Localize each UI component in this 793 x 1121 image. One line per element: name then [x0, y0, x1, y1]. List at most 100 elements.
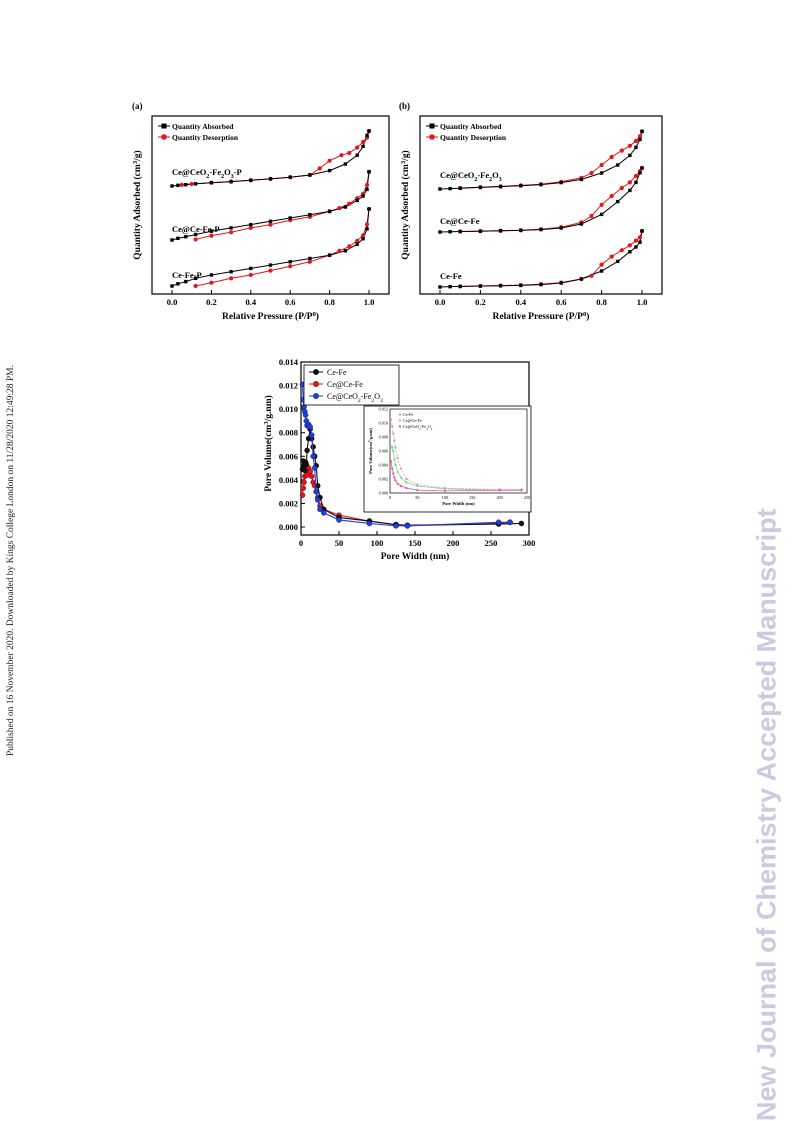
inset-point — [520, 489, 523, 492]
pore-ytick-label: 0.004 — [279, 475, 299, 485]
panel-b-xtick-label: 0.0 — [435, 297, 446, 307]
panel-a-absorbed-point — [229, 179, 233, 184]
pore-point — [507, 519, 513, 526]
inset-point — [393, 476, 396, 479]
panel-a-absorbed-point — [170, 238, 174, 242]
pore-width-chart: 0 50 100 150 200 250 300 0.000 0.002 0.004 0.006 0.… — [263, 357, 536, 562]
inset-point — [392, 472, 395, 475]
inset-point — [393, 439, 396, 442]
pore-xtick-label: 300 — [523, 538, 536, 548]
panel-b-desorption-point — [633, 138, 639, 144]
pore-xtick-label: 50 — [335, 538, 344, 548]
panel-b-desorption-point — [637, 235, 643, 240]
panel-b-desorption-point — [619, 148, 624, 153]
panel-a-desorption-point — [189, 181, 194, 187]
panel-a-absorbed-point — [327, 209, 332, 214]
inset-xtick-label: 100 — [442, 495, 448, 500]
inset-point — [394, 479, 397, 482]
panel-a-absorbed-line-1 — [171, 171, 370, 241]
panel-a-legend: Quantity Absorbed Quantity Desorption — [158, 122, 239, 142]
panel-b-desorption-point — [599, 262, 604, 267]
panel-b-curve-label-1: Ce@Ce-Fe — [440, 216, 480, 226]
panel-b-xtick-label: 0.6 — [556, 297, 567, 307]
inset-legend-marker-2 — [398, 425, 402, 428]
inset-legend-marker-0 — [398, 413, 402, 416]
panel-b-desorption-point — [627, 243, 632, 248]
panel-a-desorption-point — [355, 238, 360, 243]
panel-a-absorbed-point — [184, 182, 188, 187]
panel-b-xtick-label: 0.2 — [475, 297, 486, 307]
panel-a-curve-label-2: Ce-Fe-P — [172, 270, 202, 280]
inset-point — [498, 489, 501, 492]
panel-a-absorbed-point — [249, 178, 253, 182]
panel-a-desorption-line-2 — [195, 208, 370, 287]
inset-point — [399, 484, 403, 488]
panel-b-desorption-point — [589, 213, 594, 219]
panel-a-desorption-point — [339, 153, 344, 158]
pore-inset-axes — [389, 408, 528, 494]
panel-a-desorption-point — [364, 222, 370, 227]
inset-ytick-label: 0.000 — [379, 491, 388, 496]
panel-a-desorption-point — [360, 233, 366, 238]
panel-a-desorption-point — [209, 233, 214, 238]
pore-legend-label-1: Ce@Ce-Fe — [327, 380, 363, 389]
panel-b-absorbed-point — [638, 137, 642, 142]
panel-a-desorption-point — [193, 283, 198, 289]
panel-b-series-0 — [438, 129, 645, 191]
inset-point — [416, 489, 419, 492]
inset-point — [394, 446, 397, 449]
pore-series-2 — [299, 381, 513, 529]
panel-a-series-1 — [170, 169, 372, 242]
panel-a-desorption-point — [307, 259, 312, 264]
pore-ytick-label: 0.014 — [279, 357, 299, 367]
panel-b-desorption-point — [599, 202, 604, 207]
inset-xtick-label: 0 — [389, 495, 391, 500]
panel-b-desorption-point — [633, 173, 639, 179]
pore-legend-marker-1 — [313, 381, 319, 387]
pore-point — [299, 492, 306, 498]
panel-a-desorption-point — [347, 201, 352, 206]
panel-a-desorption-point — [229, 230, 234, 235]
panel-a-desorption-point — [327, 158, 332, 163]
inset-y-axis-label: Pore Volume(cm3/g.nm) — [367, 428, 373, 474]
panel-b-absorbed-point — [640, 229, 644, 233]
inset-point — [443, 486, 446, 490]
panel-a-absorbed-point — [288, 216, 292, 220]
panel-b-absorbed-point — [628, 153, 632, 158]
pore-point — [321, 510, 327, 516]
pore-point — [518, 520, 525, 527]
panel-a-desorption-point — [179, 182, 184, 187]
inset-point — [394, 463, 397, 467]
pore-inset: 0 50 100 150 200 250 0.000 0.002 0.004 0.006 0.008… — [363, 405, 532, 513]
inset-point — [405, 486, 408, 490]
pore-ytick-label: 0.010 — [279, 404, 298, 414]
panel-b-absorbed-point — [498, 229, 503, 233]
panel-a-absorbed-point — [365, 227, 369, 231]
panel-a-xtick-label: 0.6 — [285, 297, 296, 307]
panel-a-absorbed-point — [355, 198, 359, 203]
panel-b-desorption-point — [609, 193, 614, 199]
panel-a-absorbed-point — [288, 260, 292, 264]
inset-point — [392, 432, 395, 435]
panel-b-absorbed-point — [579, 277, 584, 281]
panel-b-absorbed-point — [638, 240, 642, 244]
inset-xtick-label: 200 — [496, 495, 502, 500]
pore-legend-label-2: Ce@CeO2-Fe2O3 — [327, 392, 383, 404]
panel-a-x-axis-label: Relative Pressure (P/P0) — [222, 311, 319, 323]
panel-a-xtick-label: 0.4 — [245, 297, 256, 307]
panel-a-desorption-point — [347, 244, 352, 249]
panel-a-absorbed-point — [327, 168, 332, 173]
panel-a-absorbed-point — [176, 183, 180, 188]
panel-b-series-2 — [438, 228, 645, 289]
panel-b-absorbed-point — [640, 166, 644, 170]
panel-b-legend-desorption-label: Quantity Desorption — [440, 133, 507, 142]
pore-x-axis-label: Pore Width (nm) — [381, 551, 450, 562]
panel-a: (a) 0.0 0.2 0.4 0.6 0.8 1.0 Relative Pressure … — [132, 101, 390, 322]
panel-a-desorption-point — [317, 166, 322, 171]
panel-b-absorbed-point — [519, 228, 523, 233]
inset-ytick-label: 0.006 — [379, 449, 388, 454]
pore-point — [495, 519, 502, 526]
pore-xtick-label: 200 — [447, 538, 460, 548]
panel-a-absorbed-point — [176, 236, 180, 241]
